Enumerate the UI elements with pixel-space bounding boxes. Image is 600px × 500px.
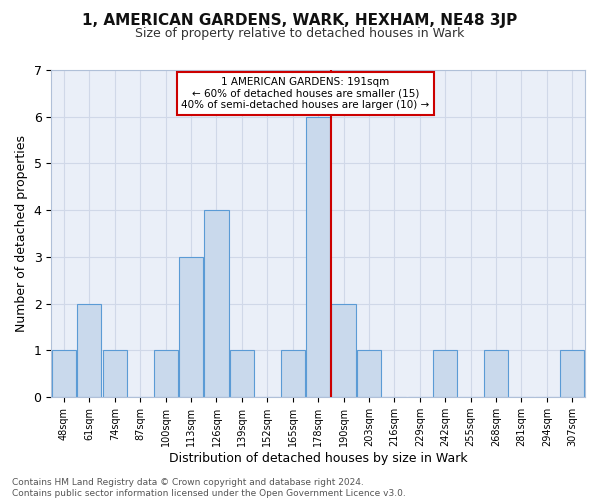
Text: Size of property relative to detached houses in Wark: Size of property relative to detached ho… [136, 28, 464, 40]
Bar [331, 304, 356, 397]
Bar [52, 350, 76, 397]
Y-axis label: Number of detached properties: Number of detached properties [15, 135, 28, 332]
Bar [205, 210, 229, 397]
Bar [179, 257, 203, 397]
Bar [103, 350, 127, 397]
Bar [306, 116, 330, 397]
Bar [433, 350, 457, 397]
Text: 1 AMERICAN GARDENS: 191sqm
← 60% of detached houses are smaller (15)
40% of semi: 1 AMERICAN GARDENS: 191sqm ← 60% of deta… [181, 77, 430, 110]
Bar [77, 304, 101, 397]
Bar [154, 350, 178, 397]
Bar [560, 350, 584, 397]
X-axis label: Distribution of detached houses by size in Wark: Distribution of detached houses by size … [169, 452, 467, 465]
Bar [357, 350, 381, 397]
Bar [230, 350, 254, 397]
Bar [484, 350, 508, 397]
Bar [281, 350, 305, 397]
Text: Contains HM Land Registry data © Crown copyright and database right 2024.
Contai: Contains HM Land Registry data © Crown c… [12, 478, 406, 498]
Text: 1, AMERICAN GARDENS, WARK, HEXHAM, NE48 3JP: 1, AMERICAN GARDENS, WARK, HEXHAM, NE48 … [82, 12, 518, 28]
